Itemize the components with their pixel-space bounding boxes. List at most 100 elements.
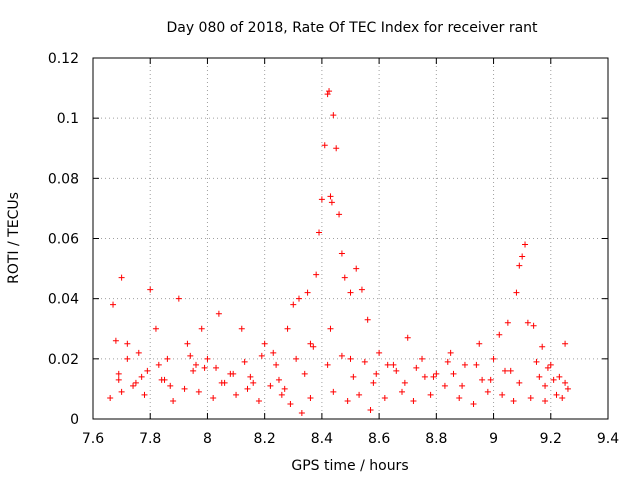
data-point (341, 274, 348, 281)
data-point (328, 199, 335, 206)
data-point (502, 367, 508, 374)
data-point (450, 370, 457, 377)
axis-ticks: 7.6 7.8 8 8.2 8.4 8.6 8.8 9 9.2 9.4 0 0.02 0.04 0.06 0… (48, 51, 619, 447)
x-tick-label: 8.8 (425, 431, 447, 447)
y-tick-label: 0.1 (57, 111, 79, 127)
y-tick-label: 0.12 (48, 51, 79, 67)
data-point (141, 391, 148, 398)
x-tick-label: 7.8 (139, 431, 161, 447)
data-point (255, 397, 262, 404)
data-point (533, 358, 540, 365)
data-point (490, 355, 497, 362)
data-point (353, 265, 360, 272)
data-point (307, 340, 314, 347)
data-point (527, 394, 534, 401)
data-point (170, 397, 177, 404)
data-point (287, 400, 294, 407)
data-point (241, 358, 248, 365)
x-tick-label: 7.6 (82, 431, 104, 447)
data-point (367, 406, 374, 413)
data-point (198, 325, 205, 332)
data-point (539, 343, 546, 350)
data-point (473, 361, 480, 368)
data-point (510, 397, 517, 404)
data-point (307, 394, 314, 401)
data-point (522, 241, 529, 248)
data-point (267, 382, 274, 389)
data-point (175, 295, 182, 302)
data-point (161, 376, 168, 383)
data-point (550, 376, 557, 383)
data-point (316, 229, 323, 236)
data-point (250, 379, 257, 386)
data-point (547, 361, 554, 368)
data-point (519, 253, 526, 260)
data-point (401, 379, 408, 386)
data-point (130, 382, 137, 389)
data-point (138, 373, 145, 380)
data-point (310, 343, 317, 350)
data-point (336, 211, 343, 218)
data-point (430, 373, 437, 380)
data-point (110, 301, 117, 308)
data-point (187, 352, 194, 359)
data-point (115, 370, 122, 377)
data-point (404, 334, 411, 341)
data-point (456, 394, 463, 401)
data-point (419, 355, 426, 362)
data-point (364, 316, 371, 323)
data-point (399, 388, 405, 395)
data-point (427, 391, 434, 398)
data-point (324, 361, 331, 368)
data-point (321, 142, 328, 149)
data-point (327, 193, 334, 200)
data-point (124, 355, 131, 362)
data-point (542, 382, 549, 389)
x-axis-label: GPS time / hours (291, 458, 408, 474)
data-point (313, 271, 320, 278)
data-point (281, 385, 288, 392)
y-tick-label: 0.04 (48, 292, 79, 308)
x-tick-label: 9.4 (597, 431, 619, 447)
data-point (347, 289, 354, 296)
data-point (333, 145, 340, 152)
data-points (107, 88, 571, 416)
data-point (421, 373, 428, 380)
data-point (258, 352, 265, 359)
y-tick-label: 0.02 (48, 352, 79, 368)
data-point (215, 310, 222, 317)
data-point (147, 286, 154, 293)
data-point (484, 388, 491, 395)
data-point (284, 325, 291, 332)
data-point (115, 376, 122, 383)
x-tick-label: 9.2 (540, 431, 562, 447)
data-point (524, 319, 531, 326)
data-point (190, 367, 197, 374)
data-point (459, 382, 466, 389)
data-point (344, 397, 351, 404)
data-point (413, 364, 420, 371)
data-point (542, 397, 549, 404)
data-point (476, 340, 483, 347)
data-point (447, 349, 454, 356)
data-point (278, 391, 285, 398)
data-point (516, 379, 523, 386)
data-point (124, 340, 131, 347)
data-point (507, 367, 514, 374)
data-point (390, 361, 397, 368)
data-point (499, 391, 506, 398)
data-point (559, 394, 566, 401)
data-point (536, 373, 543, 380)
data-point (298, 409, 305, 416)
data-point (338, 250, 345, 257)
data-point (358, 286, 365, 293)
data-point (504, 319, 511, 326)
data-point (326, 88, 333, 95)
x-tick-label: 8.2 (254, 431, 276, 447)
data-point (193, 361, 199, 368)
data-point (370, 379, 377, 386)
data-point (562, 379, 569, 386)
y-tick-label: 0.08 (48, 171, 79, 187)
data-point (118, 388, 125, 395)
